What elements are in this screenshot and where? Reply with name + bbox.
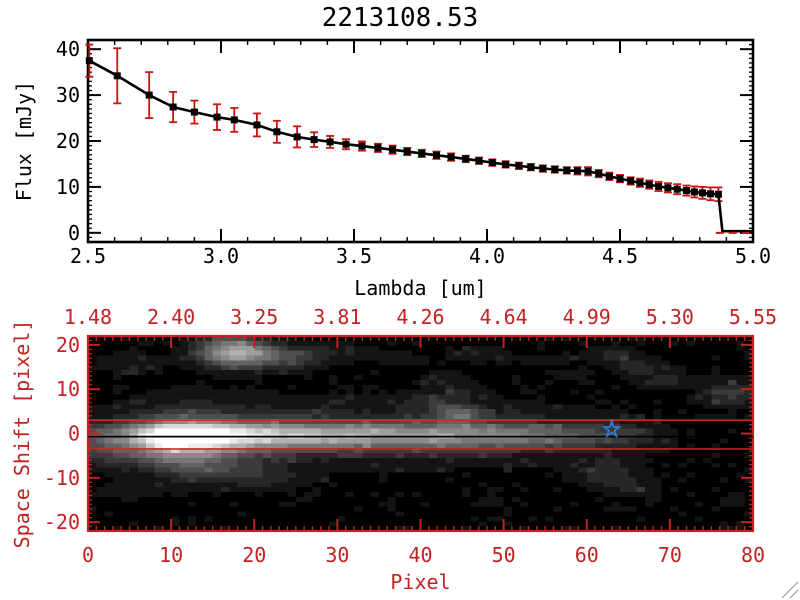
wavelength-tick-label: 4.64 <box>480 305 528 329</box>
error-bars <box>85 43 723 203</box>
wavelength-tick-label: 1.48 <box>64 305 112 329</box>
resize-grip-icon[interactable] <box>778 578 800 600</box>
tick-label: 10 <box>56 377 80 401</box>
image-axes: 0 10 20 30 40 50 60 70 80 -20 -10 0 10 20 1.48 2.40 3.25… <box>44 305 777 567</box>
spectral-image-canvas <box>88 336 753 531</box>
pixel-axis-label: Pixel <box>390 570 451 594</box>
tick-label: 40 <box>56 37 80 61</box>
wavelength-tick-label: 3.25 <box>230 305 278 329</box>
tick-label: 10 <box>56 175 80 199</box>
tick-label: 70 <box>658 543 682 567</box>
wavelength-tick-label: 5.30 <box>646 305 694 329</box>
tick-label: 40 <box>408 543 432 567</box>
tick-label: 80 <box>741 543 765 567</box>
wavelength-tick-label: 5.55 <box>729 305 777 329</box>
spectrum-markers <box>85 57 722 198</box>
tick-label: 20 <box>56 129 80 153</box>
tick-label: 30 <box>56 83 80 107</box>
tick-label: 10 <box>159 543 183 567</box>
tick-label: 5.0 <box>735 244 771 268</box>
star-marker-dot <box>610 419 613 423</box>
tick-label: 3.5 <box>336 244 372 268</box>
tick-label: -20 <box>44 510 80 534</box>
tick-label: 20 <box>242 543 266 567</box>
image-plot-axes: 0 10 20 30 40 50 60 70 80 -20 -10 0 10 20 1.48 2.40 3.25… <box>44 305 777 567</box>
tick-label: 60 <box>575 543 599 567</box>
spectrum-line <box>88 59 753 233</box>
wavelength-tick-label: 4.26 <box>396 305 444 329</box>
plot-title: 2213108.53 <box>321 3 479 33</box>
spectrum-axes: 2.5 3.0 3.5 4.0 4.5 5.0 0 10 20 30 40 <box>56 37 771 268</box>
wavelength-tick-label: 4.99 <box>563 305 611 329</box>
tick-label: 4.0 <box>469 244 505 268</box>
tick-label: 20 <box>56 333 80 357</box>
tick-label: 0 <box>68 422 80 446</box>
tick-label: 0 <box>82 543 94 567</box>
star-marker <box>601 418 622 439</box>
tick-label: 2.5 <box>70 244 106 268</box>
tick-label: 4.5 <box>602 244 638 268</box>
wavelength-tick-label: 2.40 <box>147 305 195 329</box>
space-shift-axis-label: Space Shift [pixel] <box>10 319 34 549</box>
tick-label: 30 <box>325 543 349 567</box>
tick-label: 0 <box>68 221 80 245</box>
wavelength-tick-label: 3.81 <box>313 305 361 329</box>
tick-label: 50 <box>492 543 516 567</box>
tick-label: 3.0 <box>203 244 239 268</box>
spectrum-plot: 2.5 3.0 3.5 4.0 4.5 5.0 0 10 20 30 40 <box>56 37 771 268</box>
tick-label: -10 <box>44 466 80 490</box>
lambda-axis-label: Lambda [um] <box>354 276 487 300</box>
